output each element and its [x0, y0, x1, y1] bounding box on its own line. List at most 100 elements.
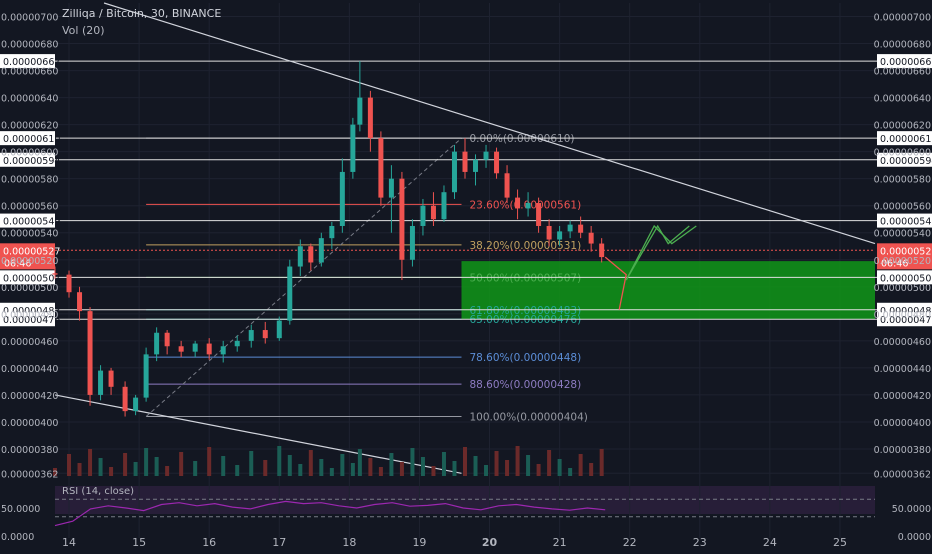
candle-body: [108, 370, 114, 387]
projection-path: [625, 224, 697, 281]
price-axis-tick-label: 0.00000620: [874, 121, 931, 132]
candle-body: [504, 173, 510, 198]
time-axis-tick-label: 23: [693, 536, 707, 549]
key-level-label: 0.00000476: [880, 315, 932, 326]
price-axis-tick-label: 0.00000680: [1, 40, 58, 51]
candle-body: [154, 332, 160, 355]
volume-bar: [452, 461, 457, 476]
price-axis-tick-label: 0.00000420: [874, 391, 931, 402]
price-axis-tick-label: 0.00000440: [1, 364, 58, 375]
candle-body: [494, 151, 500, 174]
volume-bar: [123, 453, 128, 476]
price-axis-tick-label: 0.00000480: [874, 310, 931, 321]
volume-bar: [463, 447, 467, 476]
price-axis-tick-label: 0.00000660: [874, 67, 931, 78]
price-axis-tick-label: 0.00000660: [1, 67, 58, 78]
volume-bar: [67, 454, 72, 476]
key-level-label-box: [0, 54, 55, 69]
key-level-label-box: [877, 152, 932, 167]
key-level-label: 0.00000549: [3, 217, 60, 228]
candle-layer: [52, 61, 605, 417]
price-axis-tick-label: 0.00000680: [874, 40, 931, 51]
candle-body: [546, 225, 552, 240]
volume-bar: [578, 454, 583, 476]
price-axis-tick-label: 0.00000500: [874, 283, 931, 294]
rsi-layer: RSI (14, close) 50.0000 50.0000 0.0000 0.000…: [1, 486, 931, 543]
candle-body: [262, 330, 268, 339]
candle-body: [483, 151, 489, 160]
volume-bar: [350, 463, 355, 476]
candle-body: [588, 232, 594, 244]
candle-body: [234, 340, 240, 347]
volume-bar: [319, 459, 324, 476]
time-axis-tick-label: 16: [202, 536, 216, 549]
volume-bar: [53, 468, 57, 476]
price-axis-tick-label: 0.00000480: [1, 310, 58, 321]
key-level-label: 0.00000507: [3, 273, 60, 284]
fib-level-label: 23.60%(0.00000561): [469, 199, 581, 211]
price-axis-tick-label: 0.00000540: [1, 229, 58, 240]
key-level-label-box: [0, 131, 55, 146]
candle-body: [451, 151, 457, 193]
volume-bar: [410, 448, 415, 476]
volume-bar: [98, 458, 103, 476]
candle-countdown-label: 06:46: [4, 258, 31, 269]
candle-body: [557, 231, 563, 240]
fib-level-label: 61.80%(0.00000483): [469, 305, 581, 317]
volume-label: Vol (20): [62, 24, 105, 37]
fib-level-label: 78.60%(0.00000448): [469, 352, 581, 364]
price-axis-tick-label: 0.00000420: [1, 391, 58, 402]
candle-body: [399, 178, 405, 260]
price-axis-tick-label: 0.00000580: [874, 175, 931, 186]
price-axis-tick-label: 0.00000640: [1, 94, 58, 105]
key-level-label-box: [877, 312, 932, 327]
candle-body: [462, 151, 468, 172]
key-level-label: 0.00000667: [3, 57, 60, 68]
time-axis-tick-label: 14: [62, 536, 76, 549]
time-axis-tick-label: 20: [482, 536, 498, 549]
fib-level-label: 65.00%(0.00000476): [469, 314, 581, 326]
volume-bar: [298, 464, 303, 476]
volume-bar: [249, 451, 254, 476]
key-level-label: 0.00000610: [880, 134, 932, 145]
candle-body: [192, 343, 198, 352]
volume-bar: [494, 451, 499, 476]
price-axis-tick-label: 0.00000600: [874, 148, 931, 159]
volume-bar: [88, 449, 93, 476]
candle-body: [441, 192, 447, 220]
current-price-label: 0.00000527: [3, 246, 60, 257]
volume-bar: [221, 456, 226, 476]
volume-bar: [207, 447, 212, 476]
rsi-axis-tick-label: 0.0000: [1, 532, 34, 543]
volume-bar: [179, 452, 184, 476]
key-level-label: 0.00000483: [3, 306, 60, 317]
price-axis-tick-label: 0.00000362: [1, 469, 58, 480]
candle-body: [220, 346, 226, 355]
candle-body: [206, 343, 212, 355]
candle-body: [164, 332, 170, 347]
candle-countdown-label: 06:46: [881, 258, 908, 269]
trendline: [103, 2, 876, 245]
candle-body: [357, 97, 363, 125]
price-axis-tick-label: 0.00000362: [874, 469, 931, 480]
key-level-label-box: [877, 131, 932, 146]
key-level-label: 0.00000667: [880, 57, 932, 68]
candle-body: [536, 203, 542, 226]
price-axis-tick-label: 0.00000700: [874, 13, 931, 24]
volume-bar: [277, 446, 282, 476]
volume-bar: [526, 455, 531, 476]
price-axis-tick-label: 0.00000380: [1, 445, 58, 456]
candle-body: [77, 292, 83, 312]
price-axis-tick-label: 0.00000600: [1, 148, 58, 159]
volume-bar: [77, 463, 82, 476]
candle-body: [388, 178, 394, 198]
candle-body: [66, 274, 72, 293]
price-axis-tick-label: 0.00000440: [874, 364, 931, 375]
price-axis-tick-label: 0.00000620: [1, 121, 58, 132]
key-level-label: 0.00000594: [880, 156, 932, 167]
candle-body: [525, 203, 531, 209]
volume-bar: [515, 446, 520, 476]
candle-body: [308, 246, 314, 263]
